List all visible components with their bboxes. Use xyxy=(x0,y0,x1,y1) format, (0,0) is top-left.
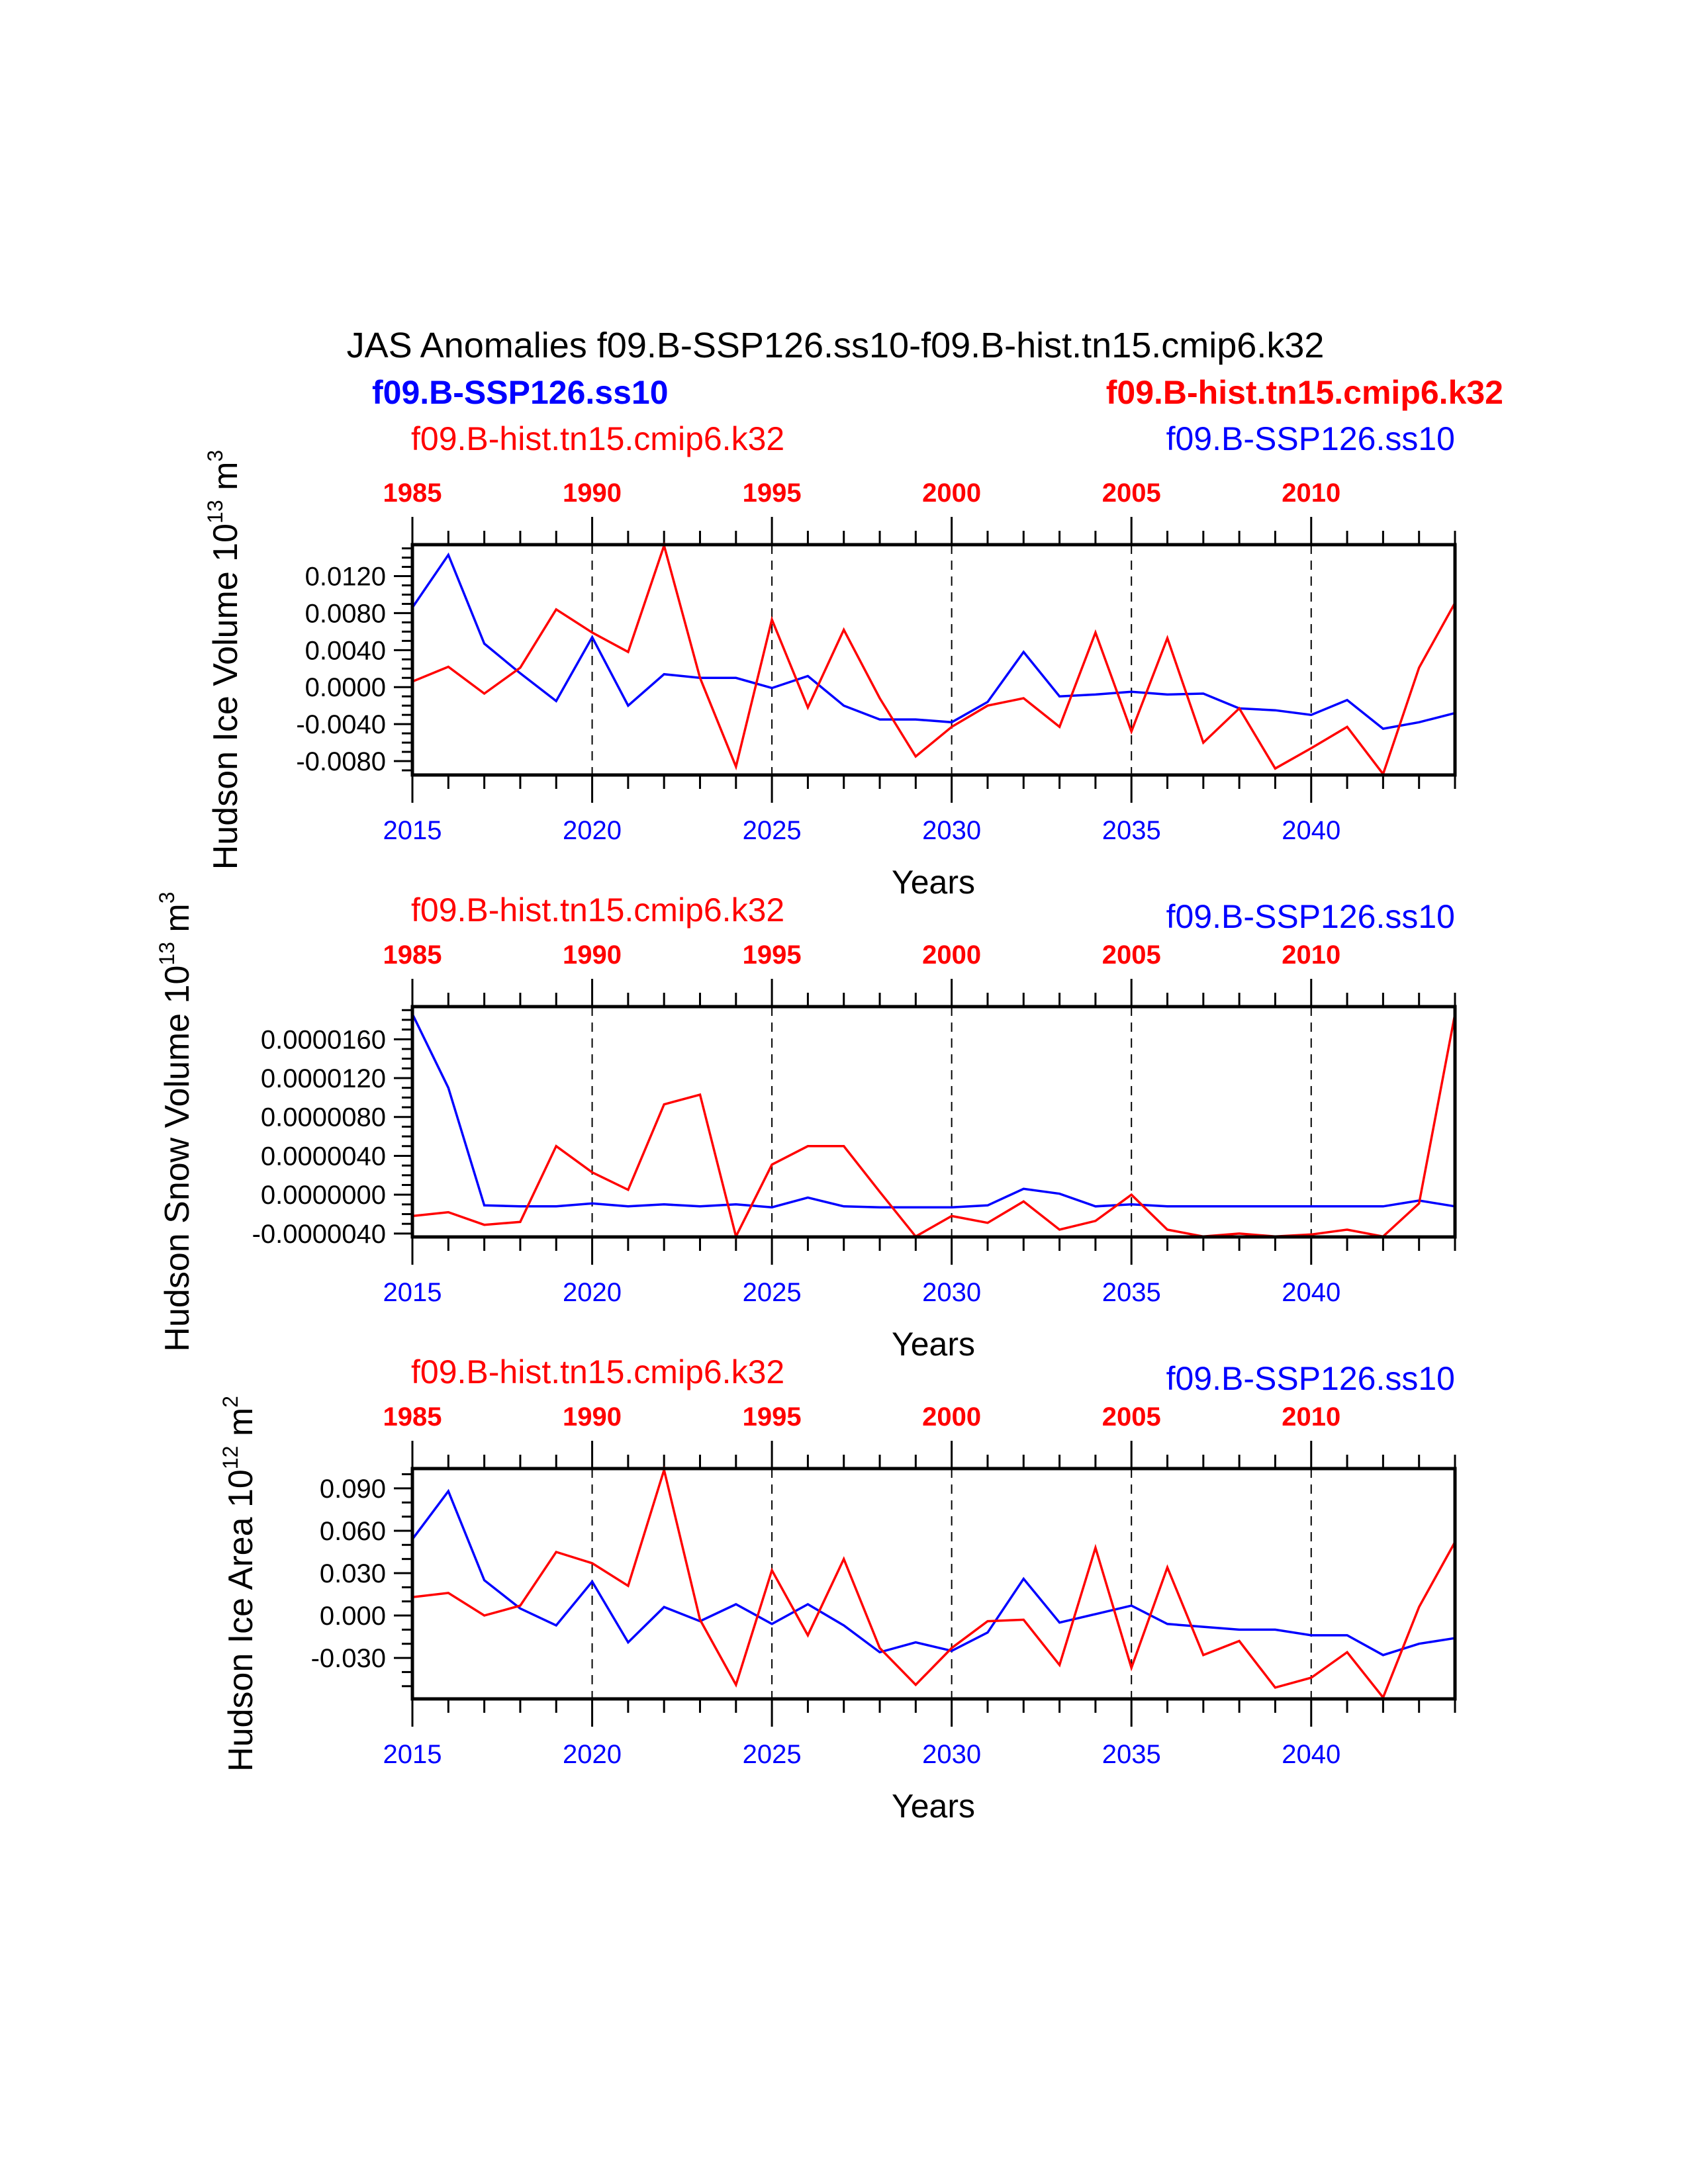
y-axis-label-text: Hudson Ice Volume 10 xyxy=(207,523,245,870)
legend-label-ssp: f09.B-SSP126.ss10 xyxy=(1166,1360,1455,1397)
x-axis-label: Years xyxy=(892,864,975,901)
y-axis-label-exponent: 3 xyxy=(155,891,179,903)
y-axis-label-exponent: 3 xyxy=(203,450,227,462)
y-axis-label-exponent: 2 xyxy=(218,1396,242,1408)
x-tick-label-bottom: 2025 xyxy=(743,816,802,845)
y-tick-label: -0.0040 xyxy=(296,710,386,739)
x-tick-label-bottom: 2040 xyxy=(1282,1278,1340,1307)
y-tick-label: 0.0000080 xyxy=(261,1103,386,1132)
y-axis-label-exponent: 13 xyxy=(155,942,179,966)
series-line-ssp126 xyxy=(411,1488,1456,1657)
series-line-hist xyxy=(412,1013,1456,1240)
x-tick-label-bottom: 2015 xyxy=(383,1740,442,1769)
x-tick-label-top: 1995 xyxy=(743,940,802,970)
legend-label-ssp: f09.B-SSP126.ss10 xyxy=(1166,420,1455,457)
x-tick-label-bottom: 2035 xyxy=(1102,1278,1161,1307)
x-tick-label-top: 1995 xyxy=(743,478,802,508)
x-tick-label-bottom: 2030 xyxy=(922,1740,981,1769)
y-tick-label: 0.0000160 xyxy=(261,1025,386,1054)
x-tick-label-top: 1985 xyxy=(383,940,442,970)
x-tick-label-top: 2010 xyxy=(1282,1402,1340,1432)
y-axis-label-unit: m xyxy=(222,1408,260,1446)
legend-label-hist: f09.B-hist.tn15.cmip6.k32 xyxy=(411,1353,784,1390)
y-tick-label: 0.060 xyxy=(320,1517,386,1546)
y-axis-label-unit: m xyxy=(207,462,245,500)
x-tick-label-bottom: 2040 xyxy=(1282,1740,1340,1769)
y-axis-label-exponent: 12 xyxy=(218,1446,242,1470)
y-axis-label-exponent: 13 xyxy=(203,500,227,523)
x-tick-label-top: 2010 xyxy=(1282,478,1340,508)
x-tick-label-top: 1990 xyxy=(563,478,622,508)
x-tick-label-bottom: 2020 xyxy=(563,1278,622,1307)
x-tick-label-top: 1990 xyxy=(563,1402,622,1432)
x-tick-label-top: 2010 xyxy=(1282,940,1340,970)
y-tick-label: 0.0120 xyxy=(305,563,386,592)
panel-3: 2015 2020 2025 2030 2035 2040 1985 1990 1995 2000… xyxy=(218,1353,1457,1825)
y-tick-label: 0.0040 xyxy=(305,636,386,665)
x-tick-label-bottom: 2015 xyxy=(383,816,442,845)
y-axis-label-text: Hudson Snow Volume 10 xyxy=(158,966,197,1352)
y-tick-label: -0.0080 xyxy=(296,747,386,776)
x-tick-label-bottom: 2025 xyxy=(743,1740,802,1769)
panel-1: 2015 2020 2025 2030 2035 2040 1985 1990 1995 2000… xyxy=(203,374,1503,901)
x-tick-label-bottom: 2030 xyxy=(922,1278,981,1307)
y-tick-label: 0.0000120 xyxy=(261,1064,386,1093)
x-tick-label-top: 2005 xyxy=(1102,478,1161,508)
series-line-ssp126 xyxy=(411,552,1456,730)
y-tick-label: 0.0000000 xyxy=(261,1181,386,1210)
x-tick-label-top: 2000 xyxy=(922,1402,981,1432)
y-tick-label: 0.000 xyxy=(320,1602,386,1631)
y-axis-label-unit: m xyxy=(158,903,197,942)
y-axis-label: Hudson Ice Area 1012 m2 xyxy=(218,1396,260,1772)
x-tick-label-top: 2000 xyxy=(922,940,981,970)
y-tick-label: 0.030 xyxy=(320,1559,386,1588)
series-line-ssp126 xyxy=(411,1013,1456,1208)
x-tick-label-bottom: 2025 xyxy=(743,1278,802,1307)
plot-frame xyxy=(410,543,1457,777)
y-axis-label: Hudson Snow Volume 1013 m3 xyxy=(155,891,197,1351)
x-tick-label-top: 1990 xyxy=(563,940,622,970)
y-tick-label: 0.0000040 xyxy=(261,1142,386,1171)
x-tick-label-bottom: 2040 xyxy=(1282,816,1340,845)
x-tick-label-top: 2005 xyxy=(1102,1402,1161,1432)
x-axis-label: Years xyxy=(892,1326,975,1363)
y-tick-label: 0.0080 xyxy=(305,599,386,628)
y-tick-label: 0.090 xyxy=(320,1475,386,1504)
x-tick-label-bottom: 2020 xyxy=(563,816,622,845)
x-tick-label-top: 1985 xyxy=(383,1402,442,1432)
x-tick-label-top: 2005 xyxy=(1102,940,1161,970)
plot-frame xyxy=(410,1005,1457,1239)
x-tick-label-bottom: 2020 xyxy=(563,1740,622,1769)
y-tick-label: 0.0000 xyxy=(305,673,386,702)
series-line-hist xyxy=(412,1465,1456,1700)
x-axis-label: Years xyxy=(892,1788,975,1825)
legend-label-hist-bold: f09.B-hist.tn15.cmip6.k32 xyxy=(1106,374,1503,411)
legend-label-hist: f09.B-hist.tn15.cmip6.k32 xyxy=(411,891,784,929)
x-tick-label-top: 1995 xyxy=(743,1402,802,1432)
y-tick-label: -0.0000040 xyxy=(252,1220,386,1249)
plot-frame xyxy=(410,1467,1457,1701)
panel-2: 2015 2020 2025 2030 2035 2040 1985 1990 1995 2000… xyxy=(155,891,1457,1363)
y-tick-label: -0.030 xyxy=(311,1644,386,1673)
x-tick-label-top: 2000 xyxy=(922,478,981,508)
x-tick-label-bottom: 2030 xyxy=(922,816,981,845)
legend-label-hist: f09.B-hist.tn15.cmip6.k32 xyxy=(411,420,784,457)
y-axis-label: Hudson Ice Volume 1013 m3 xyxy=(203,450,245,870)
chart-title: JAS Anomalies f09.B-SSP126.ss10-f09.B-hi… xyxy=(347,326,1325,365)
x-tick-label-top: 1985 xyxy=(383,478,442,508)
y-axis-label-text: Hudson Ice Area 10 xyxy=(222,1469,260,1772)
x-tick-label-bottom: 2035 xyxy=(1102,1740,1161,1769)
x-tick-label-bottom: 2035 xyxy=(1102,816,1161,845)
series-line-hist xyxy=(412,541,1456,777)
x-tick-label-bottom: 2015 xyxy=(383,1278,442,1307)
legend-label-ssp-bold: f09.B-SSP126.ss10 xyxy=(372,374,669,411)
legend-label-ssp: f09.B-SSP126.ss10 xyxy=(1166,898,1455,935)
